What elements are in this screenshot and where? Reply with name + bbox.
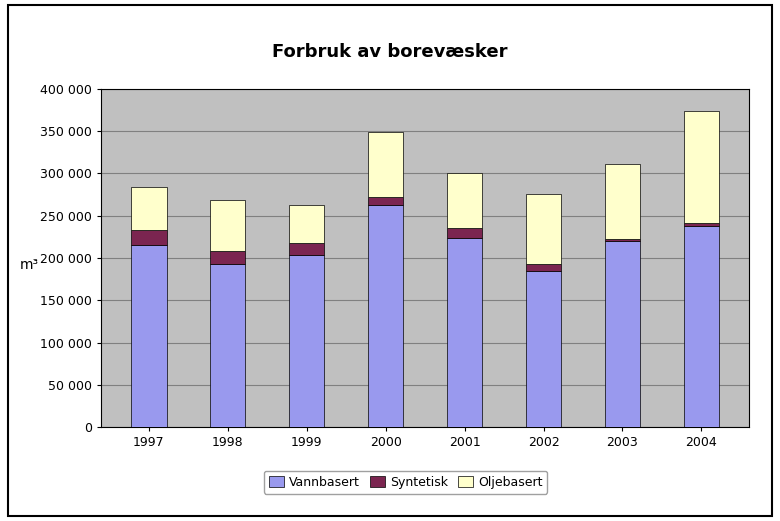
Bar [289,205,324,243]
Bar [289,243,324,255]
Bar [526,194,562,264]
Bar [683,226,719,427]
Bar [447,228,482,239]
Bar [210,200,246,251]
Bar [526,264,562,270]
Bar [368,205,403,427]
Bar [368,132,403,197]
Bar [683,110,719,223]
Bar [131,245,167,427]
Bar [289,255,324,427]
Y-axis label: m³: m³ [20,258,39,272]
Bar [526,270,562,427]
Bar [131,187,167,230]
Bar [604,239,640,241]
Bar [604,241,640,427]
Bar [683,223,719,226]
Bar [604,164,640,239]
Legend: Vannbasert, Syntetisk, Oljebasert: Vannbasert, Syntetisk, Oljebasert [264,471,548,494]
Bar [210,251,246,264]
Bar [368,197,403,205]
Bar [210,264,246,427]
Bar [447,173,482,228]
Bar [131,230,167,245]
Bar [447,239,482,427]
Text: Forbruk av borevæsker: Forbruk av borevæsker [272,43,508,61]
